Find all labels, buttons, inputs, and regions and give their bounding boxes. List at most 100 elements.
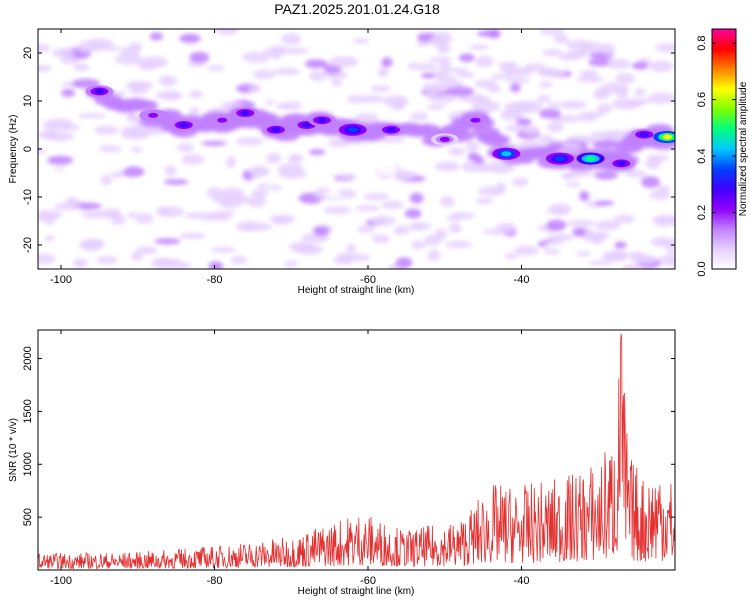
heatmap-cell (445, 240, 473, 249)
heatmap-cell (382, 95, 409, 107)
heatmap-cell (572, 227, 588, 237)
heatmap-cell (355, 205, 381, 212)
heatmap-cell (130, 147, 143, 153)
heatmap-cell (377, 164, 398, 176)
heatmap-cell (371, 215, 396, 226)
heatmap-cell (158, 206, 170, 216)
heatmap-cell (546, 122, 564, 132)
heatmap-cell (381, 137, 405, 143)
heatmap-peak (616, 160, 627, 166)
y-tick-label: 2000 (22, 346, 34, 370)
heatmap-cell (213, 192, 235, 205)
heatmap-cell (45, 118, 74, 126)
heatmap-cell (634, 88, 646, 96)
colorbar-tick-label: 0.0 (696, 261, 708, 276)
colorbar-tick-label: 0.2 (696, 205, 708, 220)
heatmap-peak (439, 136, 450, 142)
heatmap-cell (227, 237, 243, 247)
heatmap-cell (640, 175, 661, 188)
heatmap-cell (473, 156, 485, 165)
heatmap-cell (135, 213, 154, 224)
heatmap-cell (265, 153, 282, 164)
heatmap-cell (516, 118, 532, 126)
heatmap-cell (363, 193, 390, 201)
heatmap-cell (547, 102, 564, 108)
snr-y-ticks: 500 1000 1500 2000 (22, 346, 675, 526)
heatmap-cell (495, 182, 507, 193)
heatmap-cell (252, 69, 276, 80)
x-tick-label: -60 (360, 274, 376, 286)
heatmap-cell (545, 241, 569, 250)
heatmap-cell (393, 225, 411, 235)
heatmap-cell (445, 67, 468, 74)
heatmap-cell (244, 222, 272, 231)
heatmap-cell (584, 229, 596, 240)
heatmap-cell (189, 107, 200, 117)
heatmap-cell (506, 77, 531, 84)
heatmap-cell (512, 177, 529, 187)
heatmap-cell (54, 202, 81, 211)
heatmap-cell (586, 111, 605, 118)
heatmap-cell (103, 117, 119, 125)
heatmap-cell (354, 113, 379, 123)
heatmap-cell (372, 234, 391, 244)
heatmap-cell (211, 246, 236, 253)
heatmap-cell (96, 161, 127, 173)
heatmap-cell (329, 56, 359, 68)
heatmap-cell (594, 170, 618, 180)
heatmap-cell (561, 172, 573, 180)
heatmap-peak (470, 117, 481, 123)
heatmap-cell (440, 196, 455, 208)
heatmap-cell (391, 35, 418, 48)
heatmap-cell (281, 33, 302, 45)
heatmap-cell (539, 134, 555, 146)
heatmap-cell (607, 58, 631, 69)
heatmap-cell (235, 137, 264, 146)
heatmap-cell (73, 258, 88, 268)
heatmap-cell (506, 67, 534, 77)
heatmap-cell (657, 185, 670, 193)
x-tick-label: -100 (50, 575, 72, 587)
heatmap-cell (575, 251, 592, 257)
heatmap-cell (130, 251, 143, 261)
heatmap-cell (225, 156, 237, 169)
heatmap-cell (548, 203, 572, 216)
heatmap-cell (566, 181, 581, 187)
heatmap-peak (148, 112, 159, 118)
heatmap-cell (433, 31, 453, 44)
spectrogram-x-ticks: -100 -80 -60 -40 (50, 29, 529, 286)
heatmap-cell (357, 225, 375, 234)
heatmap-cell (546, 219, 567, 231)
x-tick-label: -80 (207, 575, 223, 587)
heatmap-cell (409, 112, 429, 121)
heatmap-cell (130, 99, 159, 112)
heatmap-cell (489, 43, 504, 55)
heatmap-cell (249, 166, 266, 178)
heatmap-cell (230, 255, 248, 265)
heatmap-cell (576, 76, 604, 83)
heatmap-cell (429, 56, 453, 63)
heatmap-cell (61, 88, 76, 98)
colorbar-ticks: 0.0 0.2 0.4 0.6 0.8 (696, 35, 736, 277)
heatmap-cell (207, 65, 225, 71)
heatmap-cell (370, 85, 391, 93)
heatmap-cell (424, 234, 442, 246)
y-tick-label: 1500 (22, 399, 34, 423)
heatmap-cell (504, 101, 532, 114)
heatmap-cell (579, 190, 590, 202)
heatmap-cell (446, 215, 463, 221)
heatmap-cell (588, 58, 614, 67)
heatmap-peak (240, 110, 251, 116)
y-tick-label: -20 (22, 237, 34, 253)
heatmap-cell (404, 208, 422, 219)
heatmap-cell (504, 253, 518, 260)
heatmap-cell (456, 71, 475, 78)
heatmap-cell (167, 261, 192, 269)
heatmap-cell (553, 34, 569, 44)
heatmap-cell (163, 179, 189, 185)
heatmap-cell (394, 171, 413, 181)
heatmap-cell (102, 217, 114, 226)
heatmap-peak (662, 134, 673, 140)
heatmap-cell (539, 69, 567, 78)
heatmap-peak (178, 122, 189, 128)
